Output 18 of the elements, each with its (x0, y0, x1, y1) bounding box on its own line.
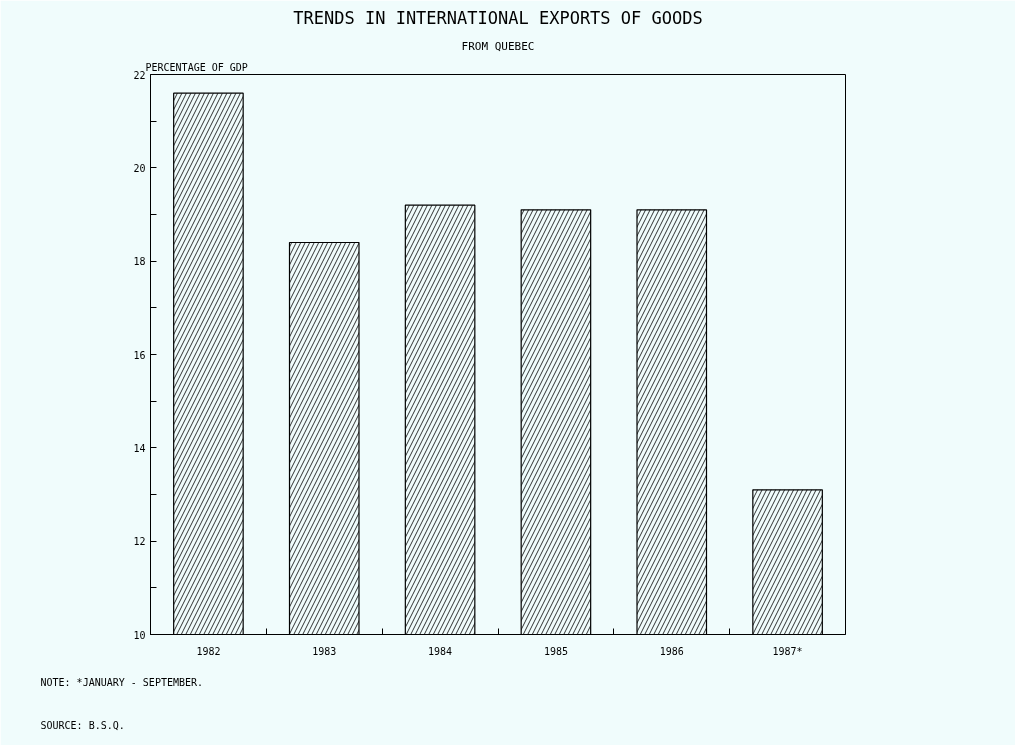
y-axis-title: PERCENTAGE OF GDP (145, 61, 248, 73)
y-tick-label: 14 (133, 442, 146, 454)
y-tick-label: 20 (133, 162, 146, 174)
x-tick-label: 1985 (543, 645, 568, 657)
chart-title: TRENDS IN INTERNATIONAL EXPORTS OF GOODS (293, 7, 703, 28)
y-tick-label: 10 (133, 629, 146, 641)
x-tick-label: 1982 (196, 645, 221, 657)
y-tick-label: 18 (133, 256, 146, 268)
y-tick-label: 22 (133, 69, 146, 81)
y-tick-label: 12 (133, 536, 146, 548)
x-tick-label: 1983 (312, 645, 337, 657)
x-tick-label: 1987* (772, 645, 803, 657)
text: NOTE: *JANUARY - SEPTEMBER. (40, 676, 204, 688)
y-tick-label: 16 (133, 349, 146, 361)
chart-subtitle: FROM QUEBEC (461, 39, 535, 53)
x-tick-label: 1984 (428, 645, 453, 657)
x-tick-label: 1986 (659, 645, 684, 657)
source-note: SOURCE: B.S.Q. (40, 719, 125, 731)
